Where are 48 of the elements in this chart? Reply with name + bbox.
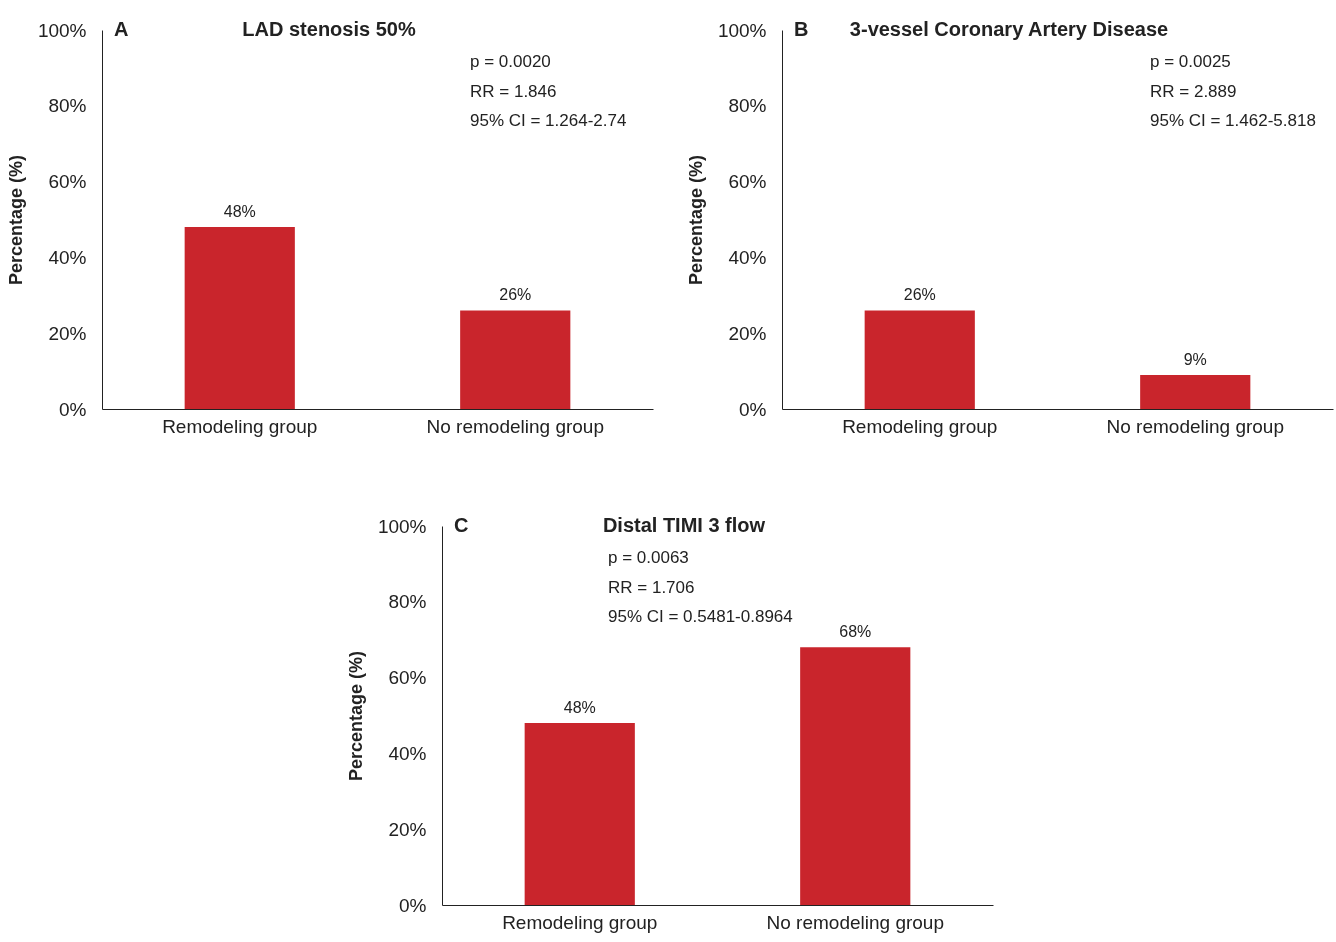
x-tick-label: No remodeling group — [426, 415, 604, 437]
y-tick-label: 20% — [728, 322, 767, 344]
y-axis-title: Percentage (%) — [685, 154, 706, 286]
y-tick-label: 80% — [388, 591, 427, 613]
annotation: p = 0.0020 — [470, 52, 551, 71]
chart-title: Distal TIMI 3 flow — [602, 514, 766, 536]
y-tick-label: 100% — [377, 515, 427, 537]
y-axis-title: Percentage (%) — [345, 650, 366, 782]
annotation: C — [454, 514, 469, 536]
y-tick-label: 40% — [48, 246, 87, 268]
y-tick-label: 0% — [399, 894, 427, 916]
annotation: B — [794, 18, 809, 40]
x-tick-label: No remodeling group — [766, 911, 944, 933]
data-label: 48% — [563, 699, 596, 717]
y-tick-label: 0% — [59, 398, 87, 420]
data-label: 68% — [839, 623, 872, 641]
annotation: 95% CI = 1.462-5.818 — [1150, 111, 1316, 130]
y-tick-label: 80% — [728, 95, 767, 117]
annotation: 95% CI = 0.5481-0.8964 — [608, 607, 793, 626]
y-tick-label: 20% — [388, 818, 427, 840]
chart-title: LAD stenosis 50% — [242, 18, 416, 40]
y-tick-label: 0% — [739, 398, 767, 420]
data-label: 48% — [223, 203, 256, 221]
y-tick-label: 60% — [728, 171, 767, 193]
y-tick-label: 100% — [37, 19, 87, 41]
annotation: p = 0.0063 — [608, 548, 689, 567]
y-tick-label: 100% — [717, 19, 767, 41]
y-tick-label: 60% — [388, 667, 427, 689]
annotation: 95% CI = 1.264-2.74 — [470, 111, 627, 130]
annotation: A — [114, 18, 129, 40]
annotation: RR = 1.706 — [608, 577, 695, 597]
chart-title: 3-vessel Coronary Artery Disease — [849, 18, 1169, 40]
data-label: 26% — [903, 286, 936, 304]
data-label: 9% — [1183, 350, 1207, 368]
y-tick-label: 40% — [728, 246, 767, 268]
x-tick-label: Remodeling group — [502, 911, 658, 933]
y-tick-label: 20% — [48, 322, 87, 344]
annotation: p = 0.0025 — [1150, 52, 1231, 71]
y-tick-label: 60% — [48, 171, 87, 193]
annotation: RR = 1.846 — [470, 81, 557, 101]
x-tick-label: Remodeling group — [162, 415, 318, 437]
x-tick-label: Remodeling group — [842, 415, 998, 437]
annotation: RR = 2.889 — [1150, 81, 1237, 101]
y-axis-title: Percentage (%) — [5, 154, 26, 286]
x-tick-label: No remodeling group — [1106, 415, 1284, 437]
y-tick-label: 80% — [48, 95, 87, 117]
y-tick-label: 40% — [388, 742, 427, 764]
data-label: 26% — [499, 286, 532, 304]
